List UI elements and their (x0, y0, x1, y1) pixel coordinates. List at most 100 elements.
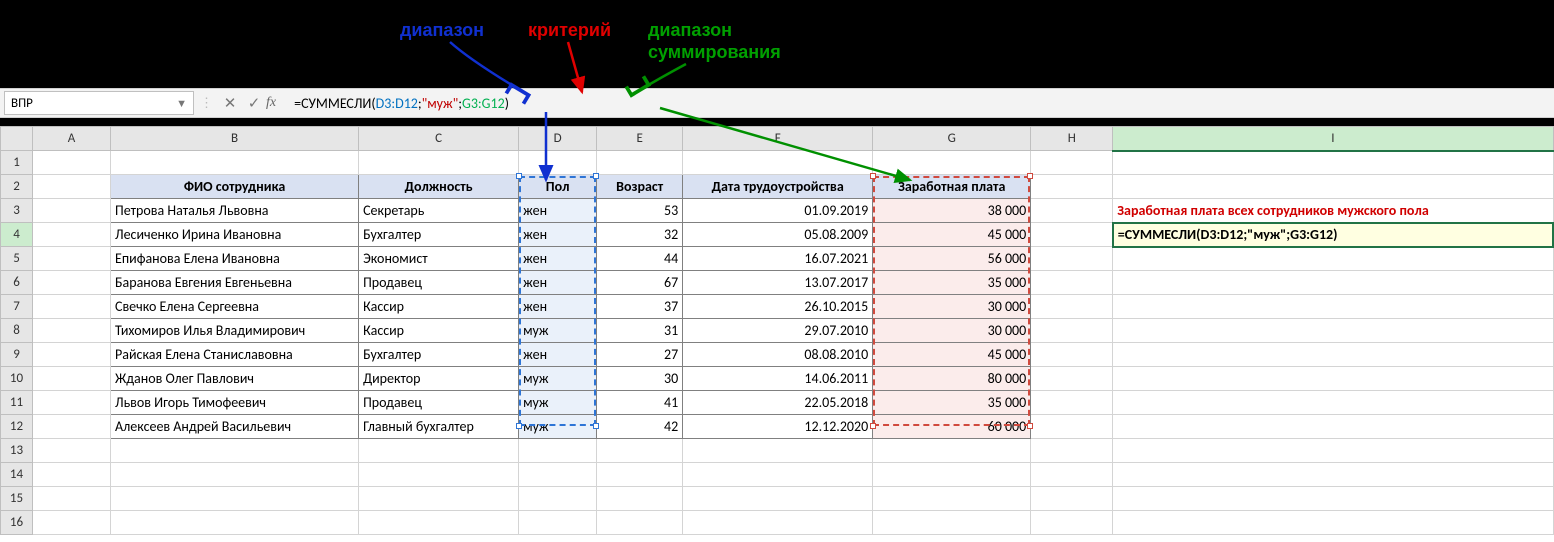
row-header[interactable]: 3 (1, 199, 33, 223)
col-header[interactable]: E (597, 127, 683, 151)
cell[interactable] (33, 199, 111, 223)
row-header[interactable]: 8 (1, 319, 33, 343)
cell[interactable] (33, 463, 111, 487)
cell[interactable] (359, 151, 519, 175)
cell[interactable] (683, 463, 873, 487)
range-handle[interactable] (593, 423, 599, 429)
cell[interactable] (519, 463, 597, 487)
cell[interactable] (1113, 439, 1553, 463)
cell-name[interactable]: Райская Елена Станиславовна (111, 343, 359, 367)
cell-date[interactable]: 26.10.2015 (683, 295, 873, 319)
cell[interactable] (1113, 367, 1553, 391)
cell-age[interactable]: 53 (597, 199, 683, 223)
cell-gender[interactable]: муж (519, 415, 597, 439)
cell-name[interactable]: Епифанова Елена Ивановна (111, 247, 359, 271)
spreadsheet-grid[interactable]: A B C D E F G H I 12ФИО сотрудникаДолжно… (0, 126, 1554, 542)
cell-date[interactable]: 13.07.2017 (683, 271, 873, 295)
table-header[interactable]: Заработная плата (873, 175, 1031, 199)
cell[interactable] (873, 487, 1031, 511)
cell[interactable] (33, 415, 111, 439)
col-header[interactable]: C (359, 127, 519, 151)
cell[interactable] (1113, 319, 1553, 343)
cell-age[interactable]: 37 (597, 295, 683, 319)
cell-date[interactable]: 01.09.2019 (683, 199, 873, 223)
cell-name[interactable]: Алексеев Андрей Васильевич (111, 415, 359, 439)
cell-age[interactable]: 41 (597, 391, 683, 415)
cell[interactable] (111, 439, 359, 463)
cell-position[interactable]: Главный бухгалтер (359, 415, 519, 439)
cancel-button[interactable]: ✕ (218, 91, 242, 115)
col-header[interactable]: I (1113, 127, 1553, 151)
cell[interactable] (1031, 343, 1113, 367)
cell[interactable] (1113, 175, 1553, 199)
cell[interactable] (1031, 439, 1113, 463)
cell-date[interactable]: 16.07.2021 (683, 247, 873, 271)
cell[interactable] (597, 439, 683, 463)
cell[interactable] (683, 511, 873, 535)
row-header[interactable]: 6 (1, 271, 33, 295)
cell[interactable] (1113, 295, 1553, 319)
cell-name[interactable]: Тихомиров Илья Владимирович (111, 319, 359, 343)
cell[interactable] (111, 487, 359, 511)
range-handle[interactable] (516, 173, 522, 179)
row-header[interactable]: 11 (1, 391, 33, 415)
cell[interactable] (111, 463, 359, 487)
range-handle[interactable] (1027, 423, 1033, 429)
cell[interactable] (33, 319, 111, 343)
cell-age[interactable]: 42 (597, 415, 683, 439)
formula-input[interactable]: =СУММЕСЛИ( D3:D12 ; "муж" ; G3:G12 ) (294, 95, 509, 112)
cell[interactable] (1031, 367, 1113, 391)
cell-gender[interactable]: муж (519, 391, 597, 415)
col-header[interactable]: F (683, 127, 873, 151)
select-all-corner[interactable] (1, 127, 33, 151)
row-header[interactable]: 2 (1, 175, 33, 199)
col-header[interactable]: D (519, 127, 597, 151)
cell[interactable] (1113, 391, 1553, 415)
cell[interactable] (873, 511, 1031, 535)
cell[interactable] (597, 487, 683, 511)
cell[interactable] (873, 151, 1031, 175)
cell-name[interactable]: Петрова Наталья Львовна (111, 199, 359, 223)
cell[interactable] (1031, 415, 1113, 439)
cell[interactable] (33, 343, 111, 367)
cell[interactable] (359, 439, 519, 463)
cell[interactable] (359, 463, 519, 487)
cell[interactable] (33, 271, 111, 295)
cell-gender[interactable]: жен (519, 271, 597, 295)
cell[interactable] (1031, 199, 1113, 223)
cell[interactable] (33, 295, 111, 319)
cell-salary[interactable]: 38 000 (873, 199, 1031, 223)
cell[interactable] (33, 175, 111, 199)
cell[interactable] (33, 511, 111, 535)
row-header[interactable]: 5 (1, 247, 33, 271)
cell[interactable] (1113, 511, 1553, 535)
row-header[interactable]: 4 (1, 223, 33, 247)
cell[interactable] (1031, 463, 1113, 487)
cell[interactable] (1113, 247, 1553, 271)
enter-button[interactable]: ✓ (242, 91, 266, 115)
info-title[interactable]: Заработная плата всех сотрудников мужско… (1113, 199, 1553, 223)
row-header[interactable]: 16 (1, 511, 33, 535)
table-header[interactable]: ФИО сотрудника (111, 175, 359, 199)
cell[interactable] (33, 487, 111, 511)
cell[interactable] (1031, 487, 1113, 511)
cell-position[interactable]: Бухгалтер (359, 343, 519, 367)
col-header[interactable]: A (33, 127, 111, 151)
cell-age[interactable]: 31 (597, 319, 683, 343)
cell[interactable] (1113, 415, 1553, 439)
cell[interactable] (1031, 223, 1113, 247)
range-handle[interactable] (870, 423, 876, 429)
cell-name[interactable]: Баранова Евгения Евгеньевна (111, 271, 359, 295)
cell[interactable] (359, 511, 519, 535)
cell[interactable] (597, 511, 683, 535)
name-box[interactable]: ВПР ▼ (4, 91, 194, 115)
range-handle[interactable] (870, 173, 876, 179)
cell-gender[interactable]: жен (519, 343, 597, 367)
dropdown-icon[interactable]: ▼ (176, 97, 187, 110)
col-header[interactable]: G (873, 127, 1031, 151)
cell-position[interactable]: Бухгалтер (359, 223, 519, 247)
cell-name[interactable]: Лесиченко Ирина Ивановна (111, 223, 359, 247)
cell-age[interactable]: 44 (597, 247, 683, 271)
cell[interactable] (519, 487, 597, 511)
cell-position[interactable]: Экономист (359, 247, 519, 271)
